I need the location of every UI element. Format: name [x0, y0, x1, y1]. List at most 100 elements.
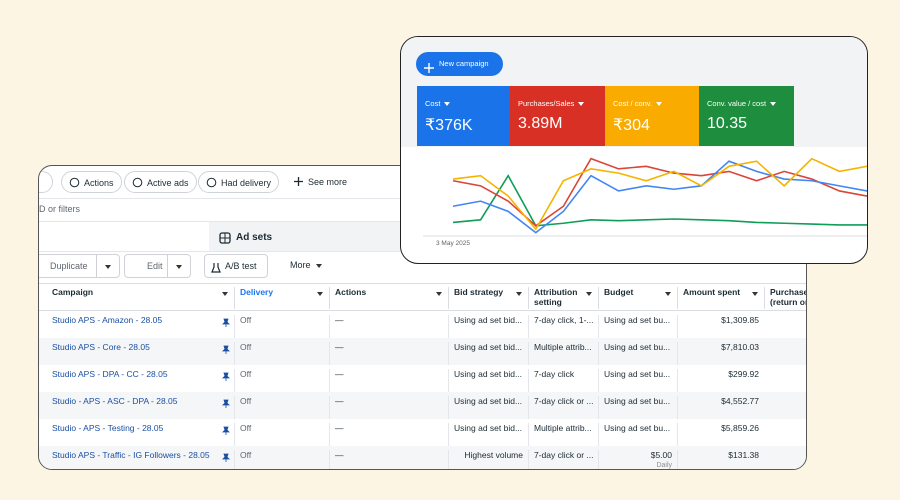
- table-cell: 7-day click or ...: [528, 396, 598, 419]
- table-cell: Using ad set bu...: [598, 342, 677, 365]
- caret: [586, 292, 592, 296]
- new-campaign-button[interactable]: New campaign: [416, 52, 503, 76]
- campaign-link[interactable]: Studio APS - Traffic - IG Followers - 28…: [52, 450, 210, 460]
- toolbar-button[interactable]: Duplicate: [39, 254, 120, 278]
- icon-shape: [220, 233, 230, 243]
- table-cell: Off: [234, 315, 329, 338]
- split: [96, 255, 119, 277]
- line-chart: 3 May 2025: [423, 157, 867, 247]
- column-header[interactable]: Actions: [329, 287, 448, 309]
- metric-label-text: Purchases/Sales: [518, 99, 575, 108]
- pin: [222, 449, 230, 467]
- column-header[interactable]: Purchases (return on ad spend): [764, 287, 806, 309]
- toolbar-button[interactable]: A/B test: [204, 254, 268, 278]
- table-cell: Using ad set bu...: [598, 315, 677, 338]
- table-cell: $1,309.85: [677, 315, 764, 338]
- table-row: [39, 392, 806, 419]
- pin-shape: [222, 372, 230, 381]
- column-header[interactable]: Bid strategy: [448, 287, 528, 309]
- chip-icon-shape: [132, 177, 143, 188]
- toolbar-button[interactable]: Edit: [124, 254, 191, 278]
- table-cell: Off: [234, 369, 329, 392]
- chip-icon: [294, 177, 303, 186]
- campaign-link[interactable]: Studio - APS - ASC - DPA - 28.05: [52, 396, 178, 406]
- table-cell: 7-day click: [528, 369, 598, 392]
- filter-chip[interactable]: Had delivery: [198, 171, 280, 193]
- caret: [656, 102, 663, 107]
- table-cell: —: [329, 450, 448, 469]
- filter-chip[interactable]: Actions: [61, 171, 122, 193]
- metric-tile[interactable]: Cost ₹376K: [417, 86, 510, 146]
- pin-icon: [222, 453, 230, 462]
- table-cell: —: [329, 342, 448, 365]
- table-cell: 7-day click, 1-...: [528, 315, 598, 338]
- pin: [222, 368, 230, 386]
- metric-value: 3.89M: [518, 115, 563, 132]
- button-label: Edit: [147, 261, 163, 271]
- table-cell: Off: [234, 396, 329, 419]
- table-cell: Using ad set bu...: [598, 423, 677, 446]
- table-cell: —: [329, 369, 448, 392]
- pin-icon: [222, 399, 230, 408]
- metric-tile[interactable]: Conv. value / cost 10.35: [699, 86, 794, 146]
- column-header[interactable]: Attribution setting: [528, 287, 598, 309]
- caret: [770, 102, 777, 107]
- table-cell: $5.00 Daily: [598, 450, 677, 469]
- table-cell: 7-day click or ...: [528, 450, 598, 469]
- icon-shape: [211, 263, 221, 273]
- header-row: [39, 283, 806, 311]
- plus-icon: [424, 63, 434, 73]
- tab-label[interactable]: Ad sets: [236, 232, 273, 243]
- plus-icon: [294, 177, 303, 186]
- toolbar-button[interactable]: More: [282, 254, 322, 278]
- table-cell: $4,552.77: [677, 396, 764, 419]
- campaign-link[interactable]: Studio - APS - Testing - 28.05: [52, 423, 164, 433]
- filter-chip[interactable]: See more: [286, 171, 354, 193]
- metric-label: Cost: [425, 99, 510, 108]
- caret: [315, 263, 322, 268]
- icon: [424, 63, 434, 73]
- metric-value: ₹376K: [425, 117, 473, 134]
- pin-shape: [222, 345, 230, 354]
- table-row: [39, 311, 806, 338]
- caret: [516, 292, 522, 296]
- campaign-link[interactable]: Studio APS - Amazon - 28.05: [52, 315, 163, 325]
- chip-label: Had delivery: [221, 178, 272, 188]
- chip-label: See more: [308, 177, 348, 187]
- caret: [317, 292, 323, 296]
- column-header[interactable]: Campaign: [47, 287, 234, 309]
- table-cell: Off: [234, 342, 329, 365]
- pin: [222, 341, 230, 359]
- column-header[interactable]: Amount spent: [677, 287, 764, 309]
- metric-label: Cost / conv.: [613, 99, 699, 108]
- column-header[interactable]: Budget: [598, 287, 677, 309]
- metric-value: ₹304: [613, 117, 650, 134]
- pin-icon: [222, 426, 230, 435]
- table-cell: Using ad set bid...: [448, 315, 528, 338]
- chip-edge: [39, 171, 53, 193]
- table-row: [39, 338, 806, 365]
- table-cell: —: [329, 396, 448, 419]
- campaign-link[interactable]: Studio APS - DPA - CC - 28.05: [52, 369, 168, 379]
- series-line: [452, 157, 867, 231]
- flask: [211, 260, 221, 282]
- campaign-link[interactable]: Studio APS - Core - 28.05: [52, 342, 150, 352]
- metric-tile[interactable]: Cost / conv. ₹304: [605, 86, 699, 146]
- filter-chip[interactable]: Active ads: [124, 171, 197, 193]
- x-tick-label: 3 May 2025: [436, 240, 470, 247]
- table-cell: Off: [234, 423, 329, 446]
- table-cell: $5,859.26: [677, 423, 764, 446]
- button-label: New campaign: [439, 59, 489, 68]
- cell-amount: $5.00: [650, 450, 672, 460]
- metric-label-text: Conv. value / cost: [707, 99, 767, 108]
- table-cell: Using ad set bid...: [448, 423, 528, 446]
- column-header[interactable]: Delivery: [234, 287, 329, 309]
- metric-tile[interactable]: Purchases/Sales 3.89M: [510, 86, 605, 146]
- icon: [211, 263, 221, 273]
- button-label: A/B test: [225, 261, 257, 271]
- pin-icon: [222, 372, 230, 381]
- button-label: More: [290, 260, 311, 270]
- metric-label-text: Cost / conv.: [613, 99, 653, 108]
- table-cell: Multiple attrib...: [528, 342, 598, 365]
